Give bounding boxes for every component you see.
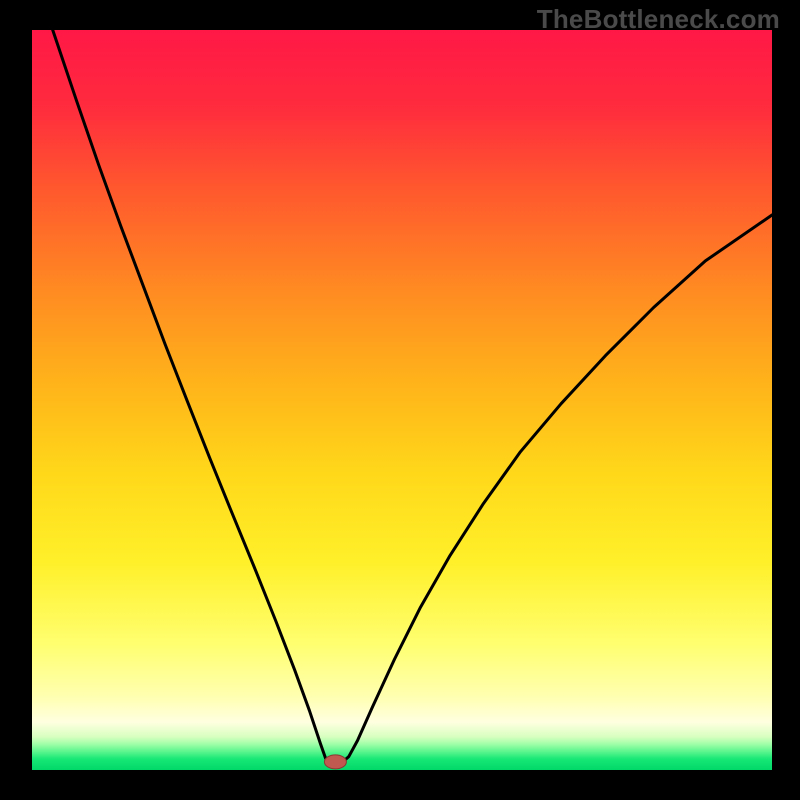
- chart-svg: [0, 0, 800, 800]
- selected-point-marker: [324, 755, 346, 769]
- chart-stage: TheBottleneck.com: [0, 0, 800, 800]
- watermark-text: TheBottleneck.com: [537, 4, 780, 35]
- plot-panel: [32, 30, 772, 770]
